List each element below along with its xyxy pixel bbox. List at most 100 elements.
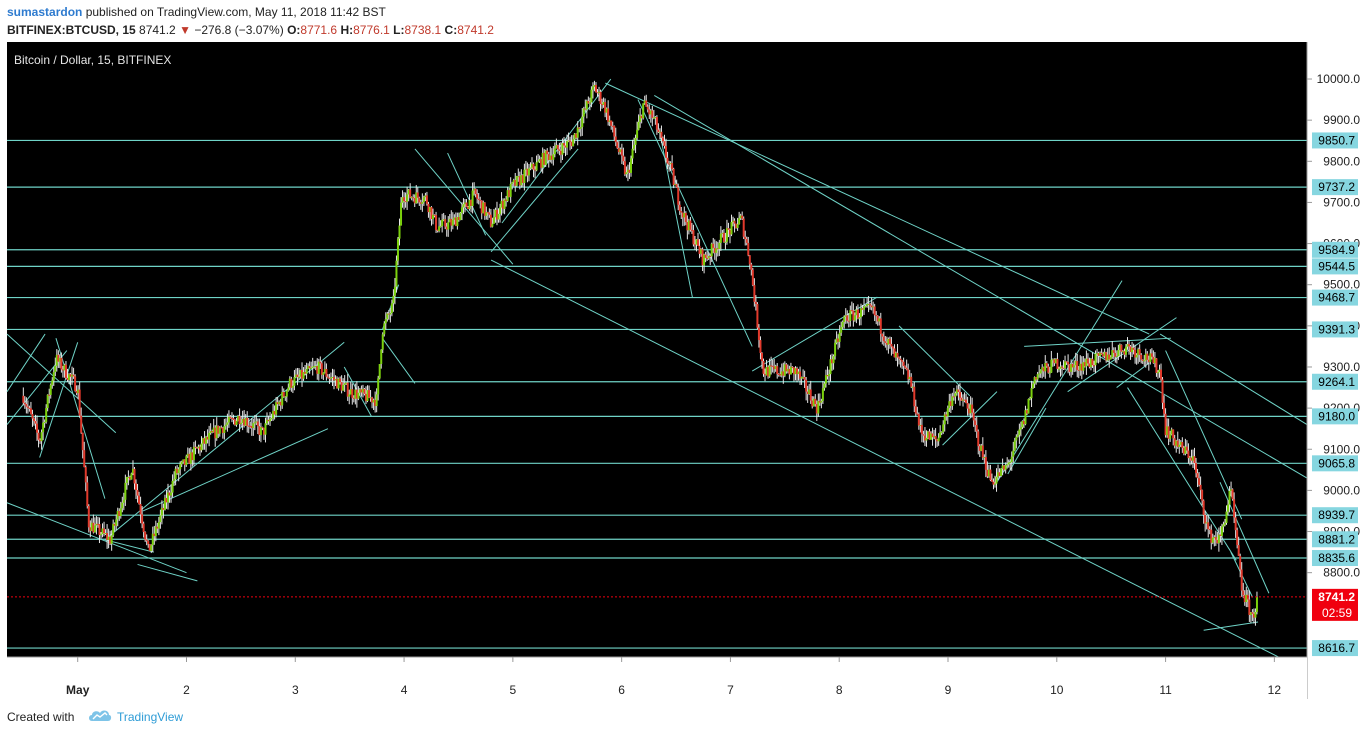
level-label-box[interactable] [1312, 531, 1358, 548]
candle-body [591, 86, 594, 90]
candle-body [291, 385, 294, 388]
candle-body [221, 427, 224, 433]
level-label[interactable]: 9180.0 [1318, 409, 1355, 423]
candle-body [448, 218, 451, 223]
chart-area[interactable]: Bitcoin / Dollar, 15, BITFINEX 10000.0 99… [0, 42, 1372, 699]
level-label[interactable]: 9544.5 [1318, 259, 1355, 273]
level-label[interactable]: 8881.2 [1318, 532, 1355, 546]
candle-body [351, 389, 354, 398]
trend-line[interactable] [490, 148, 579, 253]
level-label[interactable]: 9737.2 [1318, 180, 1355, 194]
candle-body [51, 380, 54, 385]
trend-line[interactable] [381, 337, 416, 384]
level-label-box[interactable] [1312, 408, 1358, 425]
level-label[interactable]: 9468.7 [1318, 291, 1355, 305]
level-label-box[interactable] [1312, 258, 1358, 275]
candle-body [767, 366, 770, 377]
candle-body [249, 425, 252, 427]
candle-body [794, 368, 797, 375]
level-label-box[interactable] [1312, 321, 1358, 338]
level-label[interactable]: 9264.1 [1318, 375, 1355, 389]
trend-line[interactable] [1067, 317, 1177, 393]
trend-line[interactable] [1203, 621, 1259, 631]
trend-line[interactable] [1024, 337, 1172, 347]
candle-body [1184, 446, 1187, 454]
trend-line[interactable] [1116, 362, 1150, 388]
trend-line[interactable] [142, 428, 329, 512]
candle-body [1188, 457, 1191, 459]
level-label-box[interactable] [1312, 179, 1358, 196]
trend-line[interactable] [637, 99, 753, 347]
candle-body [93, 525, 96, 533]
candle-body [296, 374, 299, 378]
author-link[interactable]: sumastardon [7, 5, 83, 19]
level-label-box[interactable] [1312, 455, 1358, 472]
candle-body [687, 220, 690, 231]
candle-body [898, 357, 901, 359]
level-label-box[interactable] [1312, 241, 1358, 258]
level-label[interactable]: 8939.7 [1318, 508, 1355, 522]
candle-body [855, 309, 858, 316]
level-label-box[interactable] [1312, 507, 1358, 524]
candle-body [760, 352, 763, 362]
trend-line[interactable] [654, 95, 1308, 479]
candle-body [587, 100, 590, 104]
trend-line[interactable] [942, 391, 998, 446]
candle-body [1207, 522, 1210, 530]
candle-body [1210, 529, 1213, 543]
level-label[interactable]: 8835.6 [1318, 551, 1355, 565]
level-label-box[interactable] [1312, 373, 1358, 390]
candle-body [1231, 489, 1234, 500]
candle-body [60, 357, 63, 370]
candle-body [101, 528, 104, 535]
candle-body [183, 459, 186, 466]
trend-line[interactable] [137, 563, 198, 582]
x-tick-label: 12 [1268, 683, 1282, 697]
level-label[interactable]: 9850.7 [1318, 133, 1355, 147]
trend-line[interactable] [6, 333, 117, 434]
level-label-box[interactable] [1312, 132, 1358, 149]
y-tick-label: 9500.0 [1323, 278, 1360, 292]
level-label-box[interactable] [1312, 550, 1358, 567]
level-label-box[interactable] [1312, 289, 1358, 306]
trend-line[interactable] [490, 259, 1308, 672]
candle-body [654, 116, 657, 118]
trend-line[interactable] [39, 342, 79, 458]
candle-body [1114, 352, 1117, 357]
candle-body [147, 540, 150, 545]
trend-line[interactable] [1007, 407, 1047, 475]
trend-line[interactable] [659, 132, 693, 298]
tradingview-link[interactable]: TradingView [117, 710, 184, 724]
trend-line[interactable] [1127, 387, 1237, 561]
candle-body [616, 142, 619, 148]
candle-body [244, 417, 247, 426]
price-chart[interactable]: Bitcoin / Dollar, 15, BITFINEX 10000.099… [0, 42, 1372, 699]
candle-body [540, 159, 543, 168]
trend-line[interactable] [501, 78, 612, 224]
level-label[interactable]: 9391.3 [1318, 322, 1355, 336]
level-label[interactable]: 9584.9 [1318, 243, 1355, 257]
candle-body [863, 306, 866, 310]
trend-line[interactable] [605, 82, 1150, 335]
level-label-box[interactable] [1312, 640, 1358, 657]
level-label[interactable]: 8616.7 [1318, 641, 1355, 655]
trend-line[interactable] [898, 325, 971, 397]
candle-body [37, 432, 40, 440]
x-tick-label: 10 [1050, 683, 1064, 697]
trend-line[interactable] [6, 333, 46, 392]
time-axis[interactable] [7, 657, 1307, 699]
trend-line[interactable] [104, 539, 154, 553]
trend-line[interactable] [1159, 333, 1308, 426]
candle-body [578, 127, 581, 129]
candle-body [948, 401, 951, 409]
trend-line[interactable] [6, 502, 187, 574]
candle-body [1083, 362, 1086, 367]
candle-body [364, 393, 367, 402]
candle-body [477, 198, 480, 200]
level-label[interactable]: 9065.8 [1318, 456, 1355, 470]
tradingview-cloud-icon[interactable] [88, 708, 112, 722]
candle-body [104, 532, 107, 534]
candle-body [549, 155, 552, 160]
trend-line[interactable] [447, 152, 487, 236]
trend-line[interactable] [996, 280, 1123, 483]
